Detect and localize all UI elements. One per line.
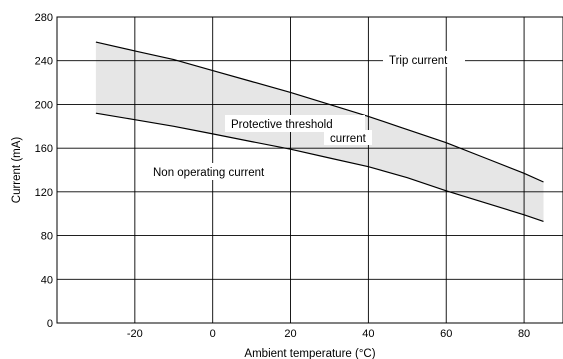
y-tick-label: 200 <box>35 99 53 111</box>
plot-frame <box>56 16 563 324</box>
y-tick-label: 80 <box>41 231 53 243</box>
band-label-line2: current <box>330 133 367 145</box>
y-tick-label: 240 <box>35 56 53 68</box>
non-operating-current-line <box>95 112 544 222</box>
y-axis-title: Current (mA) <box>11 137 23 204</box>
y-tick-label: 0 <box>47 318 53 330</box>
grid <box>57 17 563 323</box>
x-tick-label: -20 <box>127 328 143 340</box>
curves <box>95 41 544 222</box>
band-label-bg-line1 <box>225 115 365 132</box>
x-tick-label: 20 <box>284 328 296 340</box>
y-tick-label: 40 <box>41 274 53 286</box>
tick-labels: 0 40 80 120 160 200 240 280 -20 0 20 40 60 80 <box>35 12 531 340</box>
y-tick-label: 120 <box>35 187 53 199</box>
band-label-bg-line2 <box>324 130 372 145</box>
x-tick-label: 40 <box>362 328 374 340</box>
x-tick-label: 0 <box>210 328 216 340</box>
band-label-line1: Protective threshold <box>231 119 333 131</box>
x-tick-label: 80 <box>518 328 530 340</box>
trip-current-line <box>95 41 544 183</box>
y-tick-label: 160 <box>35 143 53 155</box>
x-axis-title: Ambient temperature (°C) <box>244 348 375 359</box>
non-operating-label-bg <box>148 163 288 180</box>
trip-current-label: Trip current <box>389 55 448 67</box>
non-operating-current-label: Non operating current <box>153 167 265 179</box>
y-tick-label: 280 <box>35 12 53 24</box>
trip-current-label-bg <box>383 51 465 67</box>
x-tick-label: 60 <box>440 328 452 340</box>
